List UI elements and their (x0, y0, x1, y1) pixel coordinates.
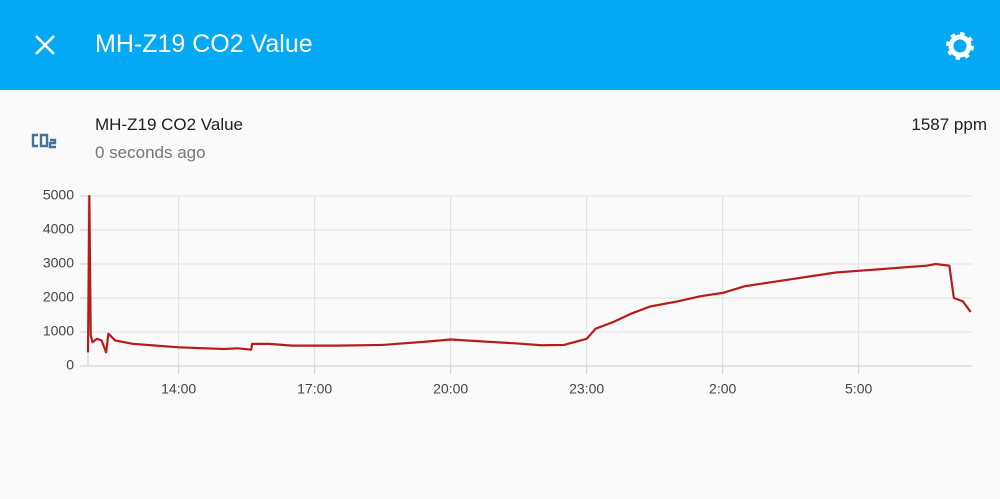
y-tick-label: 2000 (43, 289, 74, 305)
x-tick-label: 2:00 (709, 381, 736, 397)
data-line (86, 194, 972, 354)
settings-button[interactable] (945, 31, 975, 61)
last-changed: 0 seconds ago (95, 143, 206, 162)
x-tick-label: 17:00 (297, 381, 332, 397)
header: MH-Z19 CO2 Value (0, 0, 1000, 90)
y-tick-label: 5000 (43, 187, 74, 203)
entity-state: 1587 ppm (911, 115, 987, 134)
dialog-title: MH-Z19 CO2 Value (95, 30, 313, 58)
y-tick-label: 3000 (43, 255, 74, 271)
x-tick-label: 23:00 (569, 381, 604, 397)
x-tick-label: 20:00 (433, 381, 468, 397)
y-tick-label: 0 (66, 357, 74, 373)
y-tick-label: 4000 (43, 221, 74, 237)
close-button[interactable] (33, 33, 57, 57)
entity-name: MH-Z19 CO2 Value (95, 115, 244, 134)
y-tick-label: 1000 (43, 323, 74, 339)
x-tick-label: 5:00 (845, 381, 872, 397)
co2-icon (31, 133, 57, 149)
x-tick-label: 14:00 (161, 381, 196, 397)
